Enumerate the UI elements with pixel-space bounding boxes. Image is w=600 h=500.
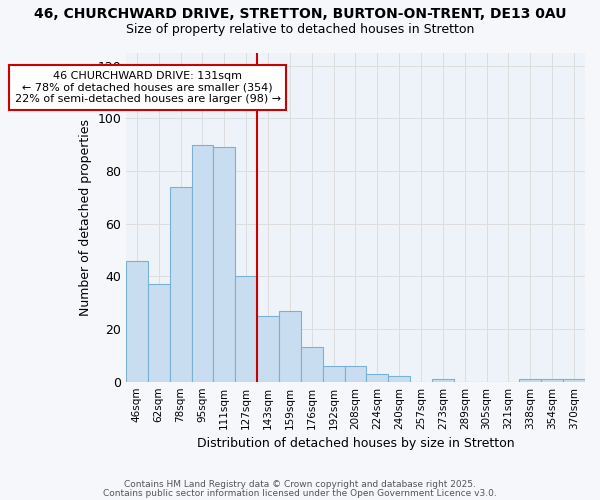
Bar	[563, 379, 585, 382]
Text: 46, CHURCHWARD DRIVE, STRETTON, BURTON-ON-TRENT, DE13 0AU: 46, CHURCHWARD DRIVE, STRETTON, BURTON-O…	[34, 8, 566, 22]
Bar	[279, 310, 301, 382]
Bar	[301, 348, 323, 382]
Bar	[520, 379, 541, 382]
Bar	[235, 276, 257, 382]
Text: Contains public sector information licensed under the Open Government Licence v3: Contains public sector information licen…	[103, 488, 497, 498]
Bar	[541, 379, 563, 382]
Y-axis label: Number of detached properties: Number of detached properties	[79, 118, 92, 316]
Bar	[191, 144, 214, 382]
Bar	[126, 260, 148, 382]
Bar	[344, 366, 367, 382]
Bar	[388, 376, 410, 382]
Bar	[367, 374, 388, 382]
Text: 46 CHURCHWARD DRIVE: 131sqm
← 78% of detached houses are smaller (354)
22% of se: 46 CHURCHWARD DRIVE: 131sqm ← 78% of det…	[15, 71, 281, 104]
Bar	[170, 187, 191, 382]
Bar	[257, 316, 279, 382]
Bar	[214, 148, 235, 382]
Text: Size of property relative to detached houses in Stretton: Size of property relative to detached ho…	[126, 22, 474, 36]
Bar	[148, 284, 170, 382]
Text: Contains HM Land Registry data © Crown copyright and database right 2025.: Contains HM Land Registry data © Crown c…	[124, 480, 476, 489]
Bar	[432, 379, 454, 382]
Bar	[323, 366, 344, 382]
X-axis label: Distribution of detached houses by size in Stretton: Distribution of detached houses by size …	[197, 437, 514, 450]
